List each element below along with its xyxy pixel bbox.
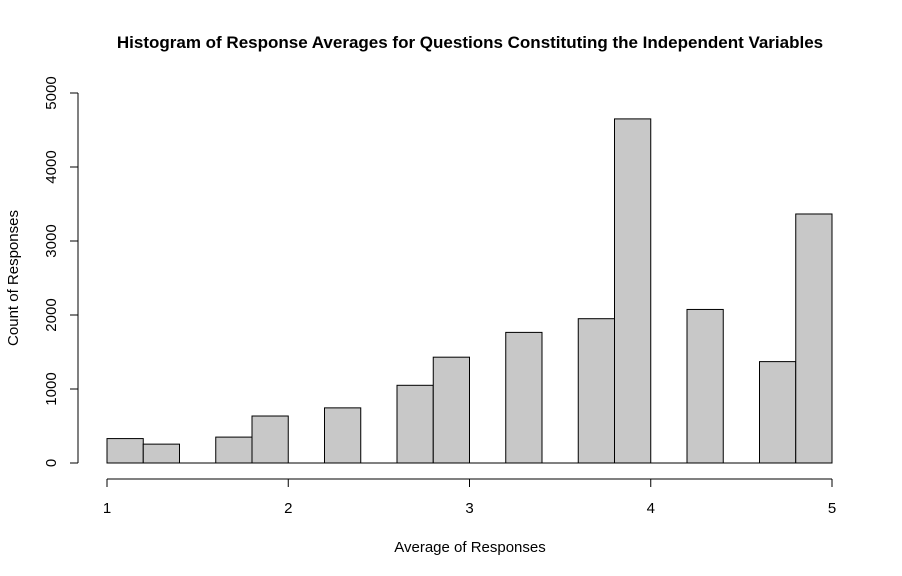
histogram-bar xyxy=(251,415,289,464)
y-tick-label: 0 xyxy=(43,459,60,467)
y-tick-label: 3000 xyxy=(43,224,60,257)
histogram-bar xyxy=(142,443,180,464)
histogram-bar xyxy=(432,356,470,464)
y-axis-label: Count of Responses xyxy=(5,210,22,346)
x-axis-label: Average of Responses xyxy=(394,539,546,556)
y-tick-label: 4000 xyxy=(43,150,60,183)
histogram-bar xyxy=(577,318,615,464)
histogram-bar xyxy=(215,436,253,464)
histogram-bar xyxy=(759,361,797,464)
bars-group xyxy=(106,118,833,464)
x-tick-label: 1 xyxy=(103,500,111,517)
x-tick-label: 2 xyxy=(284,500,292,517)
x-tick-label: 5 xyxy=(828,500,836,517)
x-tick-label: 4 xyxy=(647,500,655,517)
histogram-bar xyxy=(614,118,652,464)
histogram-bar xyxy=(106,438,144,464)
y-tick-label: 1000 xyxy=(43,372,60,405)
chart-title: Histogram of Response Averages for Quest… xyxy=(117,33,823,52)
histogram-bar xyxy=(686,308,724,464)
x-tick-label: 3 xyxy=(465,500,473,517)
y-tick-label: 2000 xyxy=(43,298,60,331)
histogram-bar xyxy=(795,213,833,464)
y-tick-label: 5000 xyxy=(43,76,60,109)
y-axis: 0 1000 2000 3000 4000 5000 xyxy=(43,76,79,467)
histogram-bar xyxy=(324,407,362,464)
histogram-bar xyxy=(505,331,543,464)
x-axis: 1 2 3 4 5 xyxy=(103,478,836,517)
histogram-bar xyxy=(396,384,434,464)
